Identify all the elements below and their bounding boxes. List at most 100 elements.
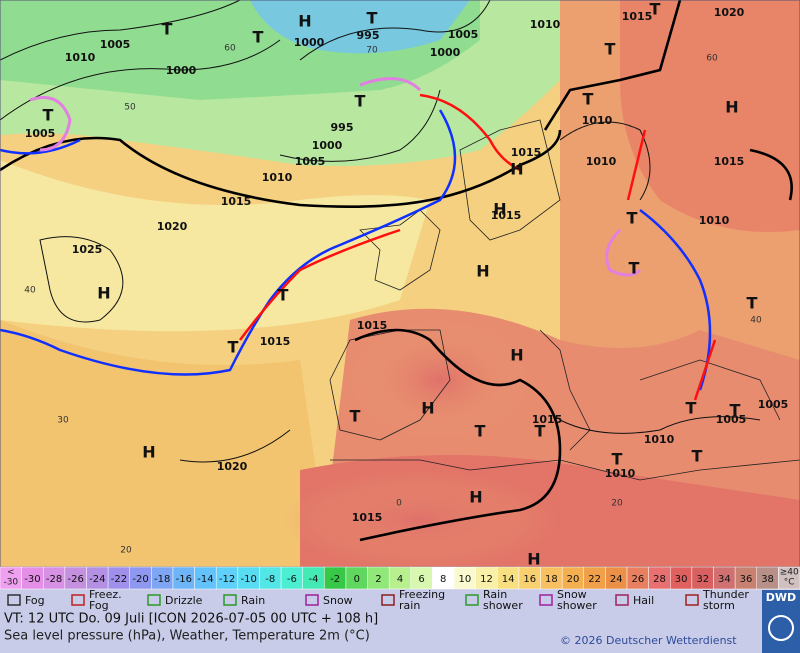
latitude-label: 60: [224, 44, 236, 54]
latitude-label: 20: [120, 546, 132, 556]
scale-end-label: <: [7, 568, 15, 578]
isobar-label: 1015: [622, 10, 653, 23]
isobar-label: 1020: [157, 220, 188, 233]
pressure-center: H: [510, 160, 523, 179]
legend-label: Thunder storm: [702, 588, 749, 612]
scale-label: -2: [330, 574, 340, 585]
legend-label: Freez. Fog: [89, 588, 122, 612]
legend-label: Rain: [241, 594, 265, 607]
scale-label: 16: [523, 574, 536, 585]
description: Sea level pressure (hPa), Weather, Tempe…: [4, 629, 370, 644]
scale-label: -16: [176, 574, 192, 585]
pressure-center: H: [97, 284, 110, 303]
scale-end-label: °C: [784, 578, 795, 588]
scale-label: 38: [761, 574, 774, 585]
scale-label: 8: [440, 574, 446, 585]
pressure-center: T: [686, 399, 697, 418]
pressure-center: H: [476, 262, 489, 281]
isobar-label: 1015: [352, 511, 383, 524]
scale-label: -14: [197, 574, 213, 585]
isobar-label: 1010: [699, 214, 730, 227]
scale-label: -12: [219, 574, 235, 585]
valid-time: VT: 12 UTC Do. 09 Juli [ICON 2026-07-05 …: [4, 612, 378, 627]
scale-label: 10: [458, 574, 471, 585]
legend-icon: [381, 594, 395, 606]
scale-label: 14: [502, 574, 515, 585]
scale-label: 2: [375, 574, 381, 585]
isobar-label: 1015: [511, 146, 542, 159]
legend-label: Fog: [25, 594, 45, 607]
pressure-center: H: [469, 488, 482, 507]
scale-label: 26: [631, 574, 644, 585]
isobar-label: 1010: [582, 114, 613, 127]
pressure-center: T: [228, 338, 239, 357]
isobar-label: 1000: [312, 139, 343, 152]
scale-label: -22: [111, 574, 127, 585]
scale-label: 0: [354, 574, 360, 585]
legend-label: Snow shower: [557, 588, 597, 612]
isobar-label: 1010: [65, 51, 96, 64]
pressure-center: H: [493, 200, 506, 219]
isobar-label: 1015: [260, 335, 291, 348]
isobar-label: 1015: [532, 413, 563, 426]
scale-label: 20: [567, 574, 580, 585]
scale-label: 4: [397, 574, 403, 585]
isobar-label: 1015: [221, 195, 252, 208]
latitude-label: 40: [750, 316, 762, 326]
scale-label: 12: [480, 574, 493, 585]
isobar-label: 1005: [295, 155, 326, 168]
scale-label: 34: [718, 574, 731, 585]
isobar-label: 1005: [448, 28, 479, 41]
scale-label: -20: [132, 574, 148, 585]
scale-label: -24: [89, 574, 105, 585]
scale-label: -10: [240, 574, 256, 585]
isobar-label: 1010: [644, 433, 675, 446]
isobar-label: 1015: [491, 209, 522, 222]
scale-end-label: -30: [3, 578, 18, 588]
pressure-center: T: [535, 422, 546, 441]
isobar-label: 1005: [25, 127, 56, 140]
scale-label: 6: [418, 574, 424, 585]
latitude-label: 40: [24, 286, 36, 296]
pressure-center: T: [583, 90, 594, 109]
legend-icon: [685, 594, 699, 606]
legend-icon: [7, 594, 21, 606]
scale-label: -6: [287, 574, 297, 585]
isobar-label: 1020: [217, 460, 248, 473]
pressure-center: T: [650, 0, 661, 19]
scale-label: 24: [610, 574, 623, 585]
scale-label: -28: [46, 574, 62, 585]
isobar-label: 1010: [262, 171, 293, 184]
latitude-label: 30: [57, 416, 69, 426]
latitude-label: 70: [366, 46, 378, 56]
isobar-label: 1020: [714, 6, 745, 19]
scale-label: -4: [309, 574, 319, 585]
legend-icon: [305, 594, 319, 606]
isobar-label: 1010: [605, 467, 636, 480]
isobar-label: 995: [331, 121, 354, 134]
legend-label: Snow: [323, 594, 353, 607]
isobar-label: 1010: [530, 18, 561, 31]
scale-label: 22: [588, 574, 601, 585]
isobar-label: 1005: [100, 38, 131, 51]
pressure-center: H: [725, 98, 738, 117]
pressure-center: H: [421, 399, 434, 418]
scale-label: 18: [545, 574, 558, 585]
pressure-center: H: [298, 12, 311, 31]
isobar-label: 1005: [716, 413, 747, 426]
scale-label: 28: [653, 574, 666, 585]
isobar-label: 1000: [430, 46, 461, 59]
pressure-center: T: [162, 20, 173, 39]
scale-label: 30: [675, 574, 688, 585]
legend-icon: [539, 594, 553, 606]
isobar-label: 1015: [357, 319, 388, 332]
copyright: © 2026 Deutscher Wetterdienst: [560, 634, 737, 647]
legend-icon: [223, 594, 237, 606]
pressure-center: T: [253, 28, 264, 47]
pressure-center: T: [629, 259, 640, 278]
scale-label: -30: [24, 574, 40, 585]
pressure-center: H: [142, 443, 155, 462]
isobar-label: 1015: [714, 155, 745, 168]
